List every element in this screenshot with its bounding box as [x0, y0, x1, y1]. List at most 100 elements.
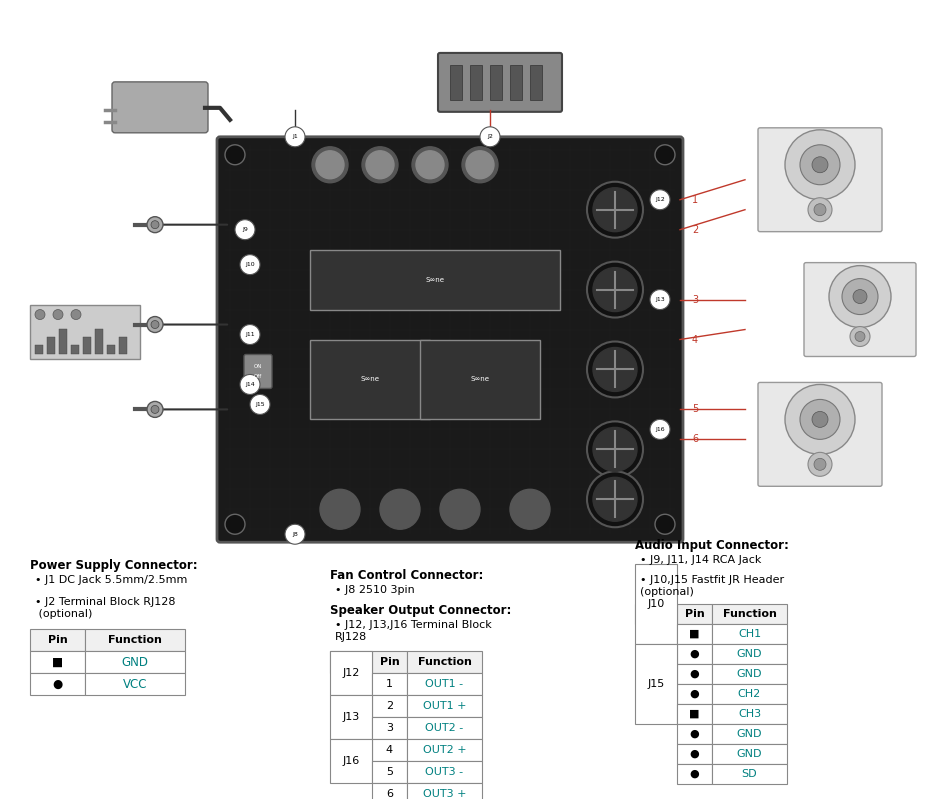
Circle shape [655, 514, 675, 534]
Bar [372, 761, 407, 783]
Bar [450, 65, 462, 100]
Text: 5: 5 [386, 767, 393, 777]
Text: ●: ● [689, 769, 700, 779]
Bar [635, 564, 677, 644]
Bar [510, 65, 522, 100]
Bar [712, 684, 787, 704]
Text: • J8 2510 3pin: • J8 2510 3pin [335, 585, 415, 595]
Circle shape [147, 217, 163, 233]
Circle shape [225, 514, 245, 534]
Text: S∞ne: S∞ne [361, 377, 380, 382]
Bar [677, 624, 712, 644]
Text: Function: Function [418, 657, 472, 667]
Circle shape [800, 145, 840, 185]
Text: • J9, J11, J14 RCA Jack: • J9, J11, J14 RCA Jack [640, 555, 761, 566]
Circle shape [814, 458, 826, 470]
Circle shape [466, 150, 494, 178]
FancyBboxPatch shape [112, 82, 208, 133]
Circle shape [240, 325, 260, 345]
Circle shape [800, 399, 840, 439]
Bar [420, 339, 540, 419]
Bar [30, 629, 85, 651]
Circle shape [587, 262, 643, 318]
Bar [407, 761, 482, 783]
FancyBboxPatch shape [804, 262, 916, 357]
Text: OUT2 +: OUT2 + [422, 745, 466, 755]
Circle shape [285, 127, 305, 146]
Circle shape [587, 422, 643, 478]
Circle shape [593, 427, 637, 471]
Bar [712, 624, 787, 644]
Text: J15: J15 [648, 679, 665, 689]
Circle shape [808, 198, 832, 222]
Text: CH2: CH2 [738, 689, 761, 699]
Text: J8: J8 [292, 532, 298, 537]
Circle shape [808, 452, 832, 476]
Text: J11: J11 [245, 332, 255, 337]
Text: 1: 1 [386, 679, 393, 689]
Circle shape [655, 145, 675, 165]
Circle shape [812, 411, 828, 427]
Bar [407, 739, 482, 761]
Text: Pin: Pin [685, 609, 705, 619]
Text: Power Supply Connector:: Power Supply Connector: [30, 559, 198, 572]
Circle shape [842, 278, 878, 314]
Bar [407, 783, 482, 800]
Circle shape [362, 146, 398, 182]
Text: J16: J16 [343, 756, 360, 766]
Circle shape [71, 310, 81, 319]
Bar [83, 337, 91, 354]
Text: Function: Function [108, 635, 162, 645]
Bar [490, 65, 502, 100]
Text: ●: ● [689, 749, 700, 759]
Circle shape [853, 290, 867, 303]
Circle shape [650, 190, 670, 210]
Text: OUT1 +: OUT1 + [422, 701, 466, 711]
Bar [107, 345, 115, 354]
Bar [47, 337, 55, 354]
Circle shape [587, 471, 643, 527]
Bar [372, 695, 407, 717]
Bar [712, 604, 787, 624]
Text: J10: J10 [648, 599, 665, 609]
Text: • J10,J15 Fastfit JR Header
(optional): • J10,J15 Fastfit JR Header (optional) [640, 575, 784, 597]
Text: J12: J12 [655, 198, 665, 202]
Circle shape [235, 220, 255, 240]
Bar [35, 345, 43, 354]
Bar [95, 329, 103, 354]
Bar [407, 695, 482, 717]
Text: J13: J13 [655, 297, 665, 302]
Bar [677, 724, 712, 744]
Bar [712, 744, 787, 764]
Circle shape [285, 524, 305, 544]
Text: 3: 3 [692, 294, 698, 305]
Text: J15: J15 [255, 402, 265, 407]
Bar [59, 329, 67, 354]
Text: ●: ● [689, 649, 700, 659]
Text: J9: J9 [242, 227, 248, 232]
Circle shape [412, 146, 448, 182]
Bar [712, 664, 787, 684]
Circle shape [312, 146, 348, 182]
Circle shape [593, 188, 637, 232]
Text: CH1: CH1 [738, 629, 761, 639]
Text: ●: ● [689, 689, 700, 699]
Text: Pin: Pin [380, 657, 400, 667]
FancyBboxPatch shape [758, 382, 882, 486]
Circle shape [587, 182, 643, 238]
Circle shape [225, 145, 245, 165]
Bar [530, 65, 542, 100]
Text: S∞ne: S∞ne [425, 277, 444, 282]
Bar [330, 739, 372, 783]
Circle shape [593, 347, 637, 391]
Text: VCC: VCC [123, 678, 147, 690]
Text: ■: ■ [689, 709, 700, 719]
Bar [330, 651, 372, 695]
Bar [71, 345, 79, 354]
Bar [85, 629, 185, 651]
Text: ■: ■ [689, 629, 700, 639]
Bar [119, 337, 127, 354]
Text: 3: 3 [386, 723, 393, 733]
Text: 1: 1 [692, 194, 698, 205]
Text: 5: 5 [692, 405, 698, 414]
